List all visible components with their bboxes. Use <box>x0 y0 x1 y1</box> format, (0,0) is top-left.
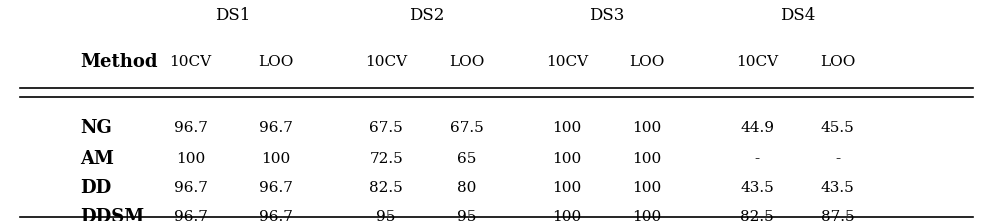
Text: 65: 65 <box>456 152 476 166</box>
Text: 96.7: 96.7 <box>259 181 293 195</box>
Text: 100: 100 <box>631 121 661 135</box>
Text: LOO: LOO <box>628 55 664 69</box>
Text: 10CV: 10CV <box>735 55 778 69</box>
Text: 67.5: 67.5 <box>449 121 483 135</box>
Text: -: - <box>834 152 840 166</box>
Text: DS4: DS4 <box>779 7 815 24</box>
Text: 80: 80 <box>456 181 476 195</box>
Text: 96.7: 96.7 <box>173 210 207 221</box>
Text: 100: 100 <box>551 181 581 195</box>
Text: LOO: LOO <box>819 55 855 69</box>
Text: 10CV: 10CV <box>365 55 407 69</box>
Text: NG: NG <box>80 119 112 137</box>
Text: LOO: LOO <box>448 55 484 69</box>
Text: 82.5: 82.5 <box>369 181 403 195</box>
Text: 82.5: 82.5 <box>739 210 774 221</box>
Text: AM: AM <box>80 150 114 168</box>
Text: 96.7: 96.7 <box>173 121 207 135</box>
Text: 100: 100 <box>631 152 661 166</box>
Text: 10CV: 10CV <box>545 55 587 69</box>
Text: 43.5: 43.5 <box>820 181 854 195</box>
Text: DS2: DS2 <box>408 7 444 24</box>
Text: 95: 95 <box>376 210 396 221</box>
Text: 100: 100 <box>551 121 581 135</box>
Text: 100: 100 <box>551 152 581 166</box>
Text: Method: Method <box>80 53 157 71</box>
Text: DS1: DS1 <box>214 7 250 24</box>
Text: LOO: LOO <box>258 55 294 69</box>
Text: 96.7: 96.7 <box>259 121 293 135</box>
Text: 44.9: 44.9 <box>739 121 774 135</box>
Text: 10CV: 10CV <box>169 55 211 69</box>
Text: DDSM: DDSM <box>80 208 144 221</box>
Text: DS3: DS3 <box>588 7 624 24</box>
Text: 100: 100 <box>175 152 205 166</box>
Text: -: - <box>754 152 760 166</box>
Text: 100: 100 <box>261 152 291 166</box>
Text: 96.7: 96.7 <box>259 210 293 221</box>
Text: 100: 100 <box>551 210 581 221</box>
Text: 87.5: 87.5 <box>820 210 854 221</box>
Text: 45.5: 45.5 <box>820 121 854 135</box>
Text: DD: DD <box>80 179 111 197</box>
Text: 100: 100 <box>631 181 661 195</box>
Text: 100: 100 <box>631 210 661 221</box>
Text: 67.5: 67.5 <box>369 121 403 135</box>
Text: 96.7: 96.7 <box>173 181 207 195</box>
Text: 72.5: 72.5 <box>369 152 403 166</box>
Text: 43.5: 43.5 <box>739 181 774 195</box>
Text: 95: 95 <box>456 210 476 221</box>
